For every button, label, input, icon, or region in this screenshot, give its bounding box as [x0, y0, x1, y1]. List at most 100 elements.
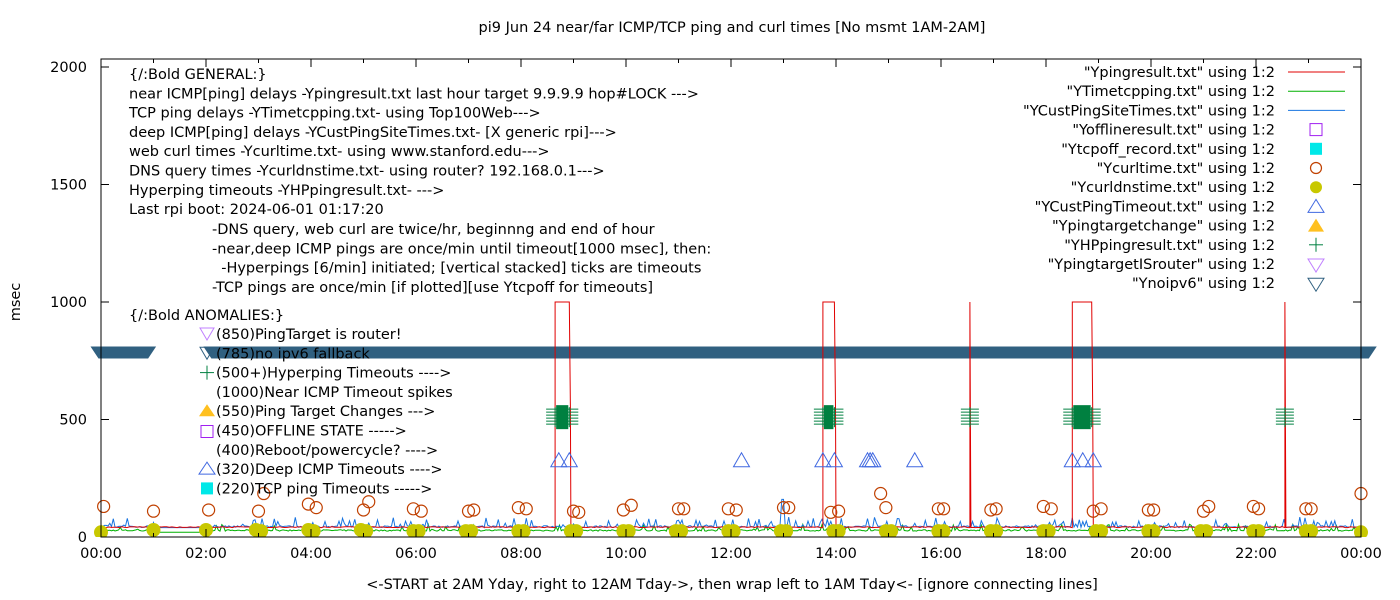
legend-tri-up-open-icon [1307, 198, 1325, 213]
tri-up-open-icon [198, 461, 216, 475]
general-annotation-line: Hyperping timeouts -YHPpingresult.txt- -… [129, 183, 444, 199]
note-line: -Hyperpings [6/min] initiated; [vertical… [212, 261, 701, 277]
x-tick-label: 00:00 [1340, 546, 1382, 562]
deep-icmp-timeout-marker [825, 451, 844, 468]
dns-time-point [306, 524, 321, 537]
dns-time-point [779, 524, 794, 537]
curl-time-point [406, 502, 420, 516]
deep-icmp-timeout-marker [732, 451, 751, 468]
x-tick-label: 10:00 [605, 546, 647, 562]
curl-time-point [616, 503, 630, 517]
dns-time-point [726, 524, 741, 537]
dns-time-point [884, 524, 899, 537]
anomaly-marker-tri-up-orange [199, 404, 215, 417]
curl-time-point [1202, 499, 1216, 514]
anomaly-text: (320)Deep ICMP Timeouts ----> [216, 462, 443, 478]
dns-time-point [621, 524, 636, 537]
x-tick-label: 18:00 [1025, 546, 1067, 562]
axes: 0 500 1000 1500 2000 00:00 02:00 04:00 06:00 08:0… [50, 58, 1382, 562]
deep-icmp-timeout-marker [1084, 451, 1103, 468]
note-line: -TCP pings are once/min [if plotted][use… [212, 280, 653, 296]
curl-time-point [309, 501, 323, 515]
general-annotation-line: {/:Bold GENERAL:} [129, 67, 267, 83]
curl-time-point [362, 495, 376, 509]
curl-time-point [1299, 502, 1313, 516]
legend-label: "Ynoipv6" using 1:2 [1132, 276, 1275, 292]
curl-time-point [519, 502, 533, 516]
dns-time-point [146, 522, 161, 537]
dns-time-point [254, 524, 269, 537]
curl-time-point [572, 505, 586, 519]
hyperping-block-1 [823, 405, 834, 430]
dns-time-point [464, 524, 479, 537]
curl-time-point [729, 503, 743, 517]
curl-time-point [937, 502, 951, 516]
general-annotation-line: DNS query times -Ycurldnstime.txt- using… [129, 164, 605, 180]
curl-time-point [1196, 504, 1211, 518]
curl-time-point [146, 504, 161, 518]
anomaly-marker-tri-down-violet [199, 327, 215, 341]
square-filled-icon [201, 482, 213, 495]
hyperping-block-2 [1073, 405, 1091, 430]
curl-time-point [782, 501, 796, 515]
legend-circle-filled-icon [1310, 181, 1322, 194]
curl-time-point [1252, 502, 1266, 516]
general-annotation-line: near ICMP[ping] delays -Ypingresult.txt … [129, 86, 699, 102]
dns-time-point [569, 524, 584, 537]
legend: "Ypingresult.txt" using 1:2 "YTimetcpping… [1023, 65, 1345, 292]
deep-icmp-timeout-marker [1063, 451, 1082, 468]
plot-area [90, 301, 1377, 537]
anomalies-title: {/:Bold ANOMALIES:} [129, 308, 284, 324]
deep-icmp-timeout-marker [861, 451, 879, 468]
note-line: -DNS query, web curl are twice/hr, begin… [212, 222, 655, 238]
chart-title: pi9 Jun 24 near/far ICMP/TCP ping and cu… [479, 20, 986, 36]
y-tick-label: 1500 [50, 178, 87, 194]
legend-label: "Yofflineresult.txt" using 1:2 [1072, 123, 1275, 139]
deep-icmp-timeout-marker [1073, 451, 1092, 468]
curl-time-point [879, 501, 893, 515]
deep-icmp-timeout-marker [863, 451, 882, 468]
curl-time-point [1304, 502, 1318, 516]
curl-time-point [251, 504, 266, 518]
anomaly-text: (500+)Hyperping Timeouts ----> [216, 366, 451, 382]
y-tick-label: 500 [59, 413, 87, 429]
curl-time-point [202, 503, 216, 517]
anomaly-marker-plus-green [200, 365, 214, 380]
curl-time-point [874, 486, 888, 501]
legend-label: "Ypingtargetchange" using 1:2 [1052, 219, 1275, 235]
curl-time-point [461, 504, 476, 518]
anomaly-marker-square-cyan [201, 482, 213, 495]
curl-time-point [1147, 503, 1161, 517]
anomaly-text: (220)TCP ping Timeouts -----> [216, 481, 432, 497]
curl-time-point [97, 499, 111, 514]
curl-time-point [356, 503, 371, 517]
x-tick-label: 06:00 [395, 546, 437, 562]
y-tick-label: 1000 [50, 295, 87, 311]
anomaly-text: (450)OFFLINE STATE -----> [216, 424, 407, 440]
curl-time-point [1094, 502, 1108, 516]
general-annotation-line: Last rpi boot: 2024-06-01 01:17:20 [129, 202, 384, 218]
tri-down-icon [199, 346, 215, 361]
anomaly-text: (550)Ping Target Changes ---> [216, 404, 435, 420]
dns-time-point [1199, 524, 1214, 537]
x-tick-label: 14:00 [815, 546, 857, 562]
dns-time-point [831, 524, 846, 537]
tri-down-icon [199, 327, 215, 341]
legend-label: "Ycurltime.txt" using 1:2 [1097, 161, 1275, 177]
legend-label: "Ycurldnstime.txt" using 1:2 [1071, 180, 1275, 196]
anomaly-text: (400)Reboot/powercycle? ----> [216, 443, 438, 459]
legend-label: "YpingtargetISrouter" using 1:2 [1048, 257, 1275, 273]
deep-icmp-timeout-marker [560, 451, 579, 468]
x-tick-label: 02:00 [185, 546, 227, 562]
dns-time-point [1304, 524, 1319, 537]
curl-time-point [832, 504, 846, 518]
curl-time-point [301, 497, 315, 511]
anomaly-marker-tri-up-blue [198, 461, 216, 475]
legend-tri-down-open-icon [1307, 258, 1325, 273]
annotations: {/:Bold GENERAL:} near ICMP[ping] delays … [128, 67, 711, 497]
y-tick-label: 0 [78, 530, 87, 546]
dns-time-point [1041, 524, 1056, 537]
legend-label: "YCustPingSiteTimes.txt" using 1:2 [1023, 103, 1275, 119]
curl-time-point [414, 504, 428, 518]
curl-time-point [984, 503, 998, 517]
